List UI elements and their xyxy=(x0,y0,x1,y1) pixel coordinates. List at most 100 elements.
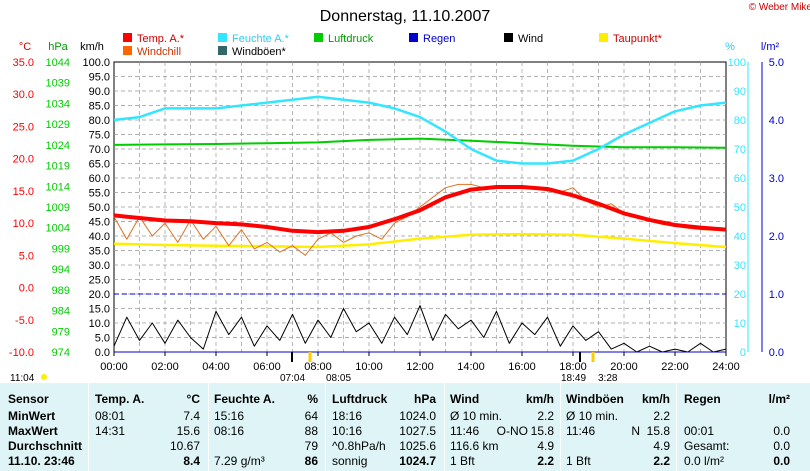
tick-label-humidity: 20 xyxy=(734,289,746,301)
tick-label-temp: 30.0 xyxy=(13,89,34,101)
series-line-temperature xyxy=(113,185,727,235)
table-cell-rain-val: 0.0 xyxy=(773,454,790,468)
table-cell-hum-time: 15:16 xyxy=(214,409,245,423)
table-cell-rain-desc: Gesamt: xyxy=(684,439,730,453)
tick-label-rain: 2.0 xyxy=(769,231,784,243)
header-humidity-unit: % xyxy=(307,392,318,406)
tick-label-temp: 0.0 xyxy=(19,283,34,295)
axis-unit-pressure: hPa xyxy=(48,41,68,53)
tick-label-rain: 4.0 xyxy=(769,115,784,127)
table-cell-temp-val: 8.4 xyxy=(183,454,200,468)
table-cell-hum-time: 08:16 xyxy=(214,424,245,438)
table-cell-gust-desc: 11:46 xyxy=(566,424,596,438)
sunrise-time-label: 08:05 xyxy=(326,373,351,383)
tick-label-pressure: 989 xyxy=(52,285,70,297)
header-rain: Regen xyxy=(684,392,721,406)
table-cell-hum-val: 79 xyxy=(304,439,318,453)
tick-label-pressure: 974 xyxy=(52,347,70,359)
tick-label-wind: 75.0 xyxy=(89,130,110,142)
legend-label-dewpoint: Taupunkt* xyxy=(613,33,663,45)
legend-swatch-windchill xyxy=(123,46,132,55)
header-temp: Temp. A. xyxy=(95,392,145,406)
tick-label-x: 02:00 xyxy=(151,361,179,373)
tick-label-wind: 30.0 xyxy=(89,260,110,272)
legend-swatch-dewpoint xyxy=(599,33,608,42)
table-cell-press-val: 1024.0 xyxy=(399,409,436,423)
sun-markers: 07:04 08:05 18:49 3:28 11:04 xyxy=(10,352,618,383)
header-pressure-unit: hPa xyxy=(413,392,436,406)
tick-label-humidity: 70 xyxy=(734,144,746,156)
table-cell-label: MaxWert xyxy=(8,424,58,438)
weather-chart: Donnerstag, 11.10.2007 © Weber Mike Temp… xyxy=(9,2,810,383)
table-cell-press-time: 18:16 xyxy=(332,409,363,423)
tick-label-x: 12:00 xyxy=(406,361,434,373)
table-cell-label: MinWert xyxy=(8,409,56,423)
tick-label-wind: 35.0 xyxy=(89,246,110,258)
tick-label-wind: 40.0 xyxy=(89,231,110,243)
tick-label-pressure: 999 xyxy=(52,243,70,255)
table-cell-rain-desc: 00:01 xyxy=(684,424,715,438)
table-cell-wind-desc: 1 Bft xyxy=(450,454,475,468)
series-line-wind xyxy=(113,305,727,353)
tick-label-x: 10:00 xyxy=(355,361,383,373)
tick-label-x: 04:00 xyxy=(202,361,230,373)
tick-label-temp: 35.0 xyxy=(13,57,34,69)
header-wind-unit: km/h xyxy=(525,392,554,406)
table-cell-press-time: 10:16 xyxy=(332,424,363,438)
table-cell-hum-time: 7.29 g/m³ xyxy=(214,454,265,468)
series-line-dewpoint xyxy=(113,232,727,249)
tick-label-x: 22:00 xyxy=(661,361,689,373)
sunset-len-label: 3:28 xyxy=(598,373,618,383)
axis-unit-temp: °C xyxy=(19,41,31,53)
table-cell-press-val: 1025.6 xyxy=(399,439,436,453)
stats-table: Sensor Temp. A. °C Feuchte A. % Luftdruc… xyxy=(0,383,810,471)
table-cell-rain-val: 0.0 xyxy=(773,439,790,453)
table-cell-temp-time: 14:31 xyxy=(95,424,126,438)
tick-label-pressure: 979 xyxy=(52,326,70,338)
tick-label-wind: 15.0 xyxy=(89,304,110,316)
table-cell-gust-val: 4.9 xyxy=(653,439,670,453)
legend-swatch-rain xyxy=(409,33,418,42)
table-cell-wind-dir: O-NO xyxy=(496,424,528,438)
sunset-label: 18:49 xyxy=(561,373,586,383)
table-cell-wind-val: 15.8 xyxy=(530,424,554,438)
tick-label-humidity: 100 xyxy=(728,57,746,69)
table-cell-wind-desc: Ø 10 min. xyxy=(450,409,503,423)
tick-label-wind: 60.0 xyxy=(89,173,110,185)
tick-label-humidity: 50 xyxy=(734,202,746,214)
tick-label-humidity: 40 xyxy=(734,231,746,243)
tick-label-humidity: 80 xyxy=(734,115,746,127)
tick-label-wind: 0.0 xyxy=(95,347,110,359)
header-humidity: Feuchte A. xyxy=(214,392,275,406)
table-cell-hum-val: 86 xyxy=(304,454,318,468)
legend-label-rain: Regen xyxy=(423,33,455,45)
series-line-pressure xyxy=(113,137,727,149)
tick-label-wind: 65.0 xyxy=(89,159,110,171)
tick-label-temp: -5.0 xyxy=(15,315,34,327)
series-line-humidity xyxy=(113,95,727,165)
tick-label-pressure: 1044 xyxy=(46,57,70,69)
legend: Temp. A.* Feuchte A.* Luftdruck Regen Wi… xyxy=(123,33,663,58)
table-cell-gust-dir: N xyxy=(631,424,640,438)
table-cell-hum-val: 88 xyxy=(304,424,318,438)
table-cell-label: Durchschnitt xyxy=(8,439,83,453)
table-cell-rain-val: 0.0 xyxy=(773,424,790,438)
table-cell-press-val: 1027.5 xyxy=(399,424,436,438)
tick-label-pressure: 1029 xyxy=(46,119,70,131)
table-cell-rain-desc: 0.0 l/m² xyxy=(684,454,725,468)
tick-label-temp: 20.0 xyxy=(13,154,34,166)
axis-unit-wind: km/h xyxy=(80,41,104,53)
tick-label-x: 00:00 xyxy=(100,361,128,373)
table-cell-wind-desc: 116.6 km xyxy=(450,439,499,453)
tick-label-pressure: 1009 xyxy=(46,202,70,214)
legend-swatch-temp xyxy=(123,33,132,42)
tick-label-wind: 20.0 xyxy=(89,289,110,301)
tick-label-wind: 25.0 xyxy=(89,275,110,287)
table-cell-press-val: 1024.7 xyxy=(399,454,436,468)
legend-label-wind: Wind xyxy=(518,33,543,45)
legend-label-pressure: Luftdruck xyxy=(328,33,374,45)
tick-label-temp: -10.0 xyxy=(9,347,34,359)
legend-swatch-gust xyxy=(218,46,227,55)
table-cell-label: 11.10. 23:46 xyxy=(8,454,75,468)
table-cell-temp-val: 7.4 xyxy=(183,409,200,423)
